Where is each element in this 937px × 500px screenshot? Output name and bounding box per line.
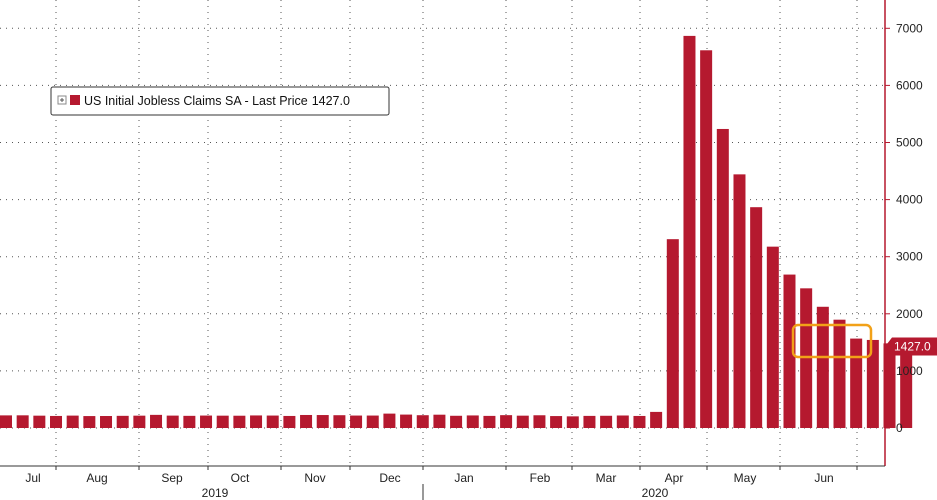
- bar: [266, 415, 279, 428]
- month-label: Apr: [665, 471, 684, 485]
- bar: [50, 415, 63, 428]
- bar: [783, 274, 796, 428]
- bar: [550, 416, 563, 428]
- bar: [750, 207, 763, 428]
- month-label: Jan: [454, 471, 473, 485]
- y-tick-label: 5000: [896, 136, 923, 150]
- legend-swatch: [70, 95, 80, 105]
- bar: [366, 415, 379, 428]
- bar: [333, 415, 346, 428]
- y-tick-label: 0: [896, 421, 903, 435]
- bar: [250, 415, 263, 428]
- last-value-label: 1427.0: [894, 340, 931, 354]
- bar: [0, 415, 12, 428]
- bar: [850, 338, 863, 428]
- y-tick-label: 4000: [896, 193, 923, 207]
- bar: [33, 415, 46, 428]
- y-axis: 0 1000 2000 3000 4000 5000 6000 7000: [884, 0, 923, 466]
- bar: [816, 306, 829, 428]
- month-label: Jul: [25, 471, 40, 485]
- bar-series: [0, 35, 913, 429]
- last-value-marker: 1427.0: [885, 337, 937, 356]
- y-tick-label: 1000: [896, 364, 923, 378]
- legend-box: [50, 86, 390, 116]
- month-label: Sep: [161, 471, 183, 485]
- bar: [883, 343, 896, 428]
- bar: [316, 415, 329, 428]
- bar: [483, 415, 496, 428]
- bar: [566, 416, 579, 428]
- highlight-box: [791, 323, 873, 359]
- bar: [166, 415, 179, 428]
- month-label: Feb: [530, 471, 551, 485]
- month-label: Aug: [86, 471, 107, 485]
- bar: [416, 415, 429, 428]
- bar: [83, 416, 96, 428]
- bar: [433, 414, 446, 428]
- bar: [616, 415, 629, 428]
- bar: [116, 415, 129, 428]
- bar: [100, 416, 113, 428]
- bar: [600, 415, 613, 428]
- bar: [283, 415, 296, 428]
- bar: [666, 239, 679, 428]
- year-label: 2019: [202, 486, 229, 500]
- bar: [300, 414, 313, 428]
- y-tick-label: 3000: [896, 250, 923, 264]
- bar: [66, 415, 79, 428]
- bar: [500, 415, 513, 428]
- month-label: Nov: [304, 471, 325, 485]
- bar: [350, 415, 363, 428]
- bar: [533, 415, 546, 428]
- last-value-tag: [885, 337, 937, 356]
- bar: [183, 415, 196, 428]
- y-tick-label: 7000: [896, 21, 923, 35]
- bar: [150, 414, 163, 428]
- legend-label: US Initial Jobless Claims SA - Last Pric…: [84, 94, 350, 108]
- bar: [733, 174, 746, 428]
- bar: [516, 415, 529, 428]
- legend: US Initial Jobless Claims SA - Last Pric…: [50, 86, 390, 116]
- year-label: 2020: [642, 486, 669, 500]
- y-tick-label: 2000: [896, 307, 923, 321]
- bar: [650, 411, 663, 428]
- highlight-rect: [791, 323, 873, 359]
- bar: [450, 415, 463, 428]
- bar: [833, 319, 846, 428]
- bar: [16, 415, 29, 428]
- bar: [766, 246, 779, 428]
- month-label: Oct: [231, 471, 250, 485]
- bar: [700, 50, 713, 428]
- bar: [900, 346, 913, 428]
- month-label: Mar: [596, 471, 617, 485]
- x-axis: Jul Aug Sep Oct Nov Dec Jan Feb Mar Apr May Jun 2019…: [0, 465, 885, 500]
- bar: [200, 415, 213, 428]
- bar: [233, 415, 246, 428]
- bar: [583, 415, 596, 428]
- bar: [216, 415, 229, 428]
- bar: [466, 415, 479, 428]
- y-tick-label: 6000: [896, 78, 923, 92]
- bar: [866, 339, 879, 428]
- month-label: May: [734, 471, 757, 485]
- bar: [633, 415, 646, 428]
- month-label: Jun: [814, 471, 833, 485]
- bar: [716, 128, 729, 429]
- bar: [383, 413, 396, 428]
- month-label: Dec: [379, 471, 400, 485]
- bar: [400, 414, 413, 428]
- bar: [683, 35, 696, 429]
- bar: [133, 415, 146, 428]
